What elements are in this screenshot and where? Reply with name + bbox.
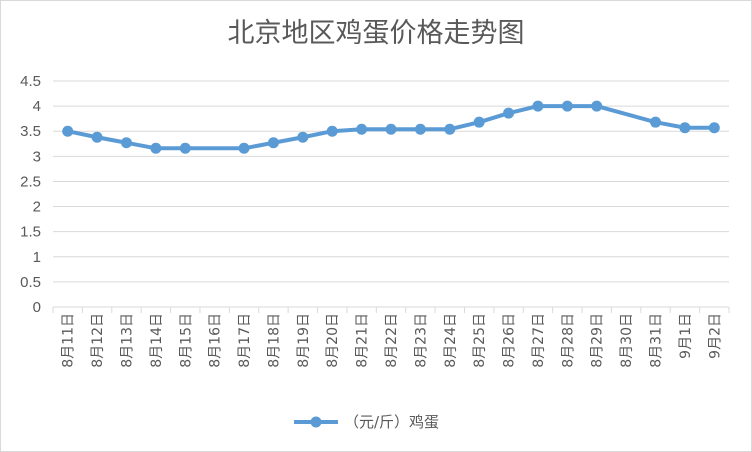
legend: （元/斤）鸡蛋: [294, 413, 439, 431]
data-point: [238, 142, 250, 154]
x-tick-label: 8月23日: [413, 313, 429, 368]
x-tick-label: 8月31日: [649, 313, 665, 368]
x-tick-label: 8月29日: [590, 313, 606, 368]
data-point: [473, 116, 485, 128]
x-tick-label: 8月22日: [384, 313, 400, 368]
x-tick-label: 8月15日: [178, 313, 194, 368]
x-tick-label: 8月26日: [502, 313, 518, 368]
data-point: [91, 131, 103, 143]
data-point: [385, 123, 397, 135]
data-point: [150, 142, 162, 154]
gridlines: [53, 80, 729, 308]
x-tick-label: 8月25日: [472, 313, 488, 368]
data-point: [679, 122, 691, 134]
y-tick-label: 0: [33, 299, 41, 316]
x-tick-label: 9月1日: [678, 313, 694, 359]
x-tick-label: 8月24日: [443, 313, 459, 368]
x-tick-label: 8月14日: [149, 313, 165, 368]
x-tick-label: 8月13日: [119, 313, 135, 368]
data-point: [326, 125, 338, 137]
data-point: [356, 123, 368, 135]
y-tick-label: 2: [33, 199, 41, 216]
x-tick-label: 8月20日: [325, 313, 341, 368]
data-point: [179, 142, 191, 154]
data-point: [267, 137, 279, 149]
y-tick-label: 1.5: [20, 224, 41, 241]
data-point: [62, 125, 74, 137]
x-tick-label: 8月17日: [237, 313, 253, 368]
data-point: [708, 122, 720, 134]
data-point: [120, 137, 132, 149]
x-tick-label: 8月11日: [61, 313, 77, 368]
y-tick-label: 2.5: [20, 173, 41, 190]
y-tick-label: 4.5: [20, 73, 41, 90]
y-tick-label: 4: [33, 98, 41, 115]
x-tick-label: 9月2日: [707, 313, 723, 359]
data-point: [503, 107, 515, 119]
x-tick-label: 8月30日: [619, 313, 635, 368]
data-point: [650, 116, 662, 128]
x-tick-label: 8月18日: [266, 313, 282, 368]
chart-title: 北京地区鸡蛋价格走势图: [227, 18, 525, 49]
data-point: [561, 100, 573, 112]
x-tick-label: 8月19日: [296, 313, 312, 368]
y-tick-label: 3: [33, 148, 41, 165]
data-point: [591, 100, 603, 112]
x-tick-label: 8月12日: [90, 313, 106, 368]
y-tick-label: 1: [33, 249, 41, 266]
data-point: [444, 123, 456, 135]
y-tick-label: 3.5: [20, 123, 41, 140]
data-point: [297, 131, 309, 143]
x-tick-label: 8月27日: [531, 313, 547, 368]
data-point: [532, 100, 544, 112]
legend-marker: [310, 416, 322, 428]
data-point: [414, 123, 426, 135]
x-tick-label: 8月21日: [355, 313, 371, 368]
x-tick-label: 8月16日: [208, 313, 224, 368]
y-axis-ticks: 0 0.5 1 1.5 2 2.5 3 3.5 4 4.5: [20, 73, 41, 316]
legend-label: （元/斤）鸡蛋: [344, 413, 439, 431]
series-layer: [62, 100, 720, 154]
y-tick-label: 0.5: [20, 274, 41, 291]
x-axis-ticks: 8月11日 8月12日 8月13日 8月14日 8月15日 8月16日 8月17日 8月18日…: [52, 307, 730, 368]
x-tick-label: 8月28日: [560, 313, 576, 368]
